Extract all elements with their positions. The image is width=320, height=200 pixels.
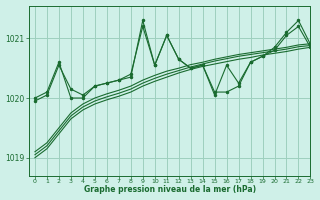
X-axis label: Graphe pression niveau de la mer (hPa): Graphe pression niveau de la mer (hPa) bbox=[84, 185, 256, 194]
